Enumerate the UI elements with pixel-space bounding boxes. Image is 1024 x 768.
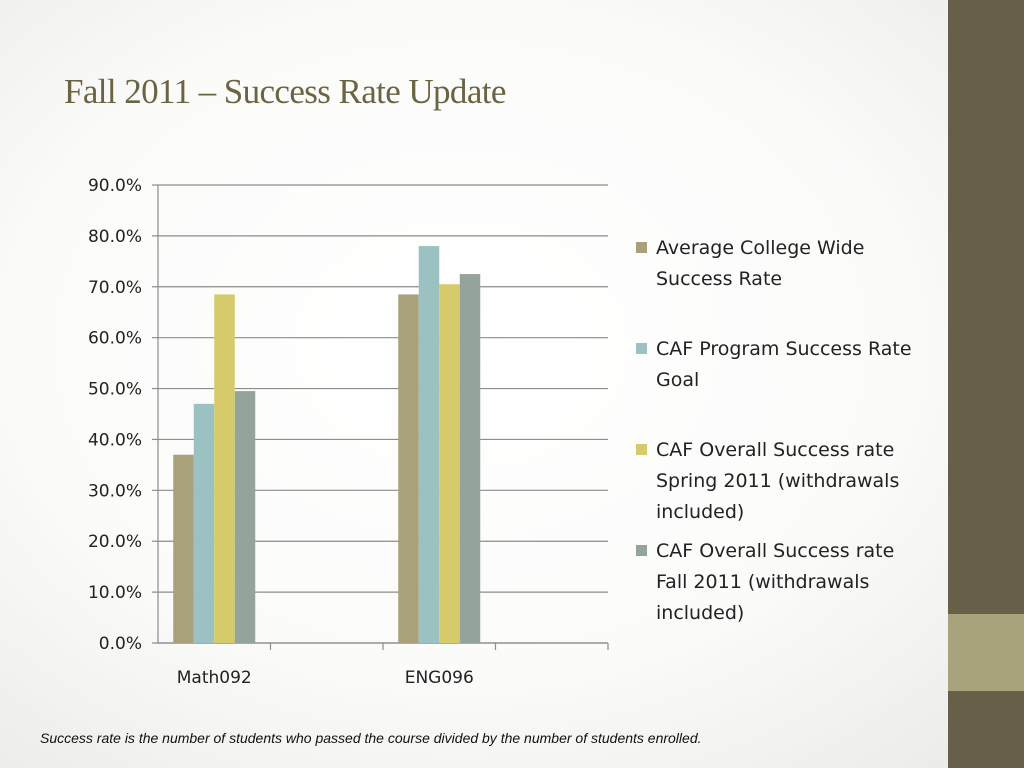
bar: [398, 294, 419, 643]
y-tick-label: 30.0%: [88, 481, 142, 501]
y-tick-label: 70.0%: [88, 278, 142, 298]
legend-item: CAF Program Success Rate Goal: [636, 334, 936, 396]
bar: [173, 454, 194, 643]
x-tick-label: ENG096: [405, 668, 474, 688]
legend-label: CAF Overall Success rate Spring 2011 (wi…: [656, 439, 900, 523]
bar: [234, 391, 256, 643]
bar: [439, 284, 460, 643]
y-tick-label: 40.0%: [88, 430, 142, 450]
legend-swatch: [636, 444, 647, 455]
slide-title: Fall 2011 – Success Rate Update: [64, 72, 506, 111]
y-tick-label: 90.0%: [88, 176, 142, 196]
y-tick-label: 10.0%: [88, 583, 142, 603]
bar-chart: 0.0% 10.0% 20.0% 30.0% 40.0% 50.0% 60.0% 70.0% 8…: [88, 176, 609, 688]
x-tick-label: Math092: [177, 668, 252, 688]
legend-label: Average College Wide Success Rate: [656, 237, 865, 290]
y-tick-label: 50.0%: [88, 380, 142, 400]
bar: [459, 274, 481, 643]
legend-swatch: [636, 545, 647, 556]
legend-label: CAF Overall Success rate Fall 2011 (with…: [656, 540, 895, 624]
y-tick-label: 80.0%: [88, 227, 142, 247]
y-tick-label: 20.0%: [88, 532, 142, 552]
bar: [193, 403, 215, 643]
legend-swatch: [636, 343, 647, 354]
legend-item: CAF Overall Success rate Fall 2011 (with…: [636, 536, 936, 629]
legend-swatch: [636, 242, 647, 253]
legend-label: CAF Program Success Rate Goal: [656, 338, 912, 391]
legend-item: CAF Overall Success rate Spring 2011 (wi…: [636, 435, 936, 528]
legend-item: Average College Wide Success Rate: [636, 233, 936, 295]
slide-footnote: Success rate is the number of students w…: [40, 730, 702, 746]
bar: [418, 246, 440, 644]
side-decoration-accent: [948, 614, 1024, 691]
bar: [214, 294, 235, 643]
y-tick-label: 0.0%: [99, 634, 142, 654]
y-tick-label: 60.0%: [88, 329, 142, 349]
